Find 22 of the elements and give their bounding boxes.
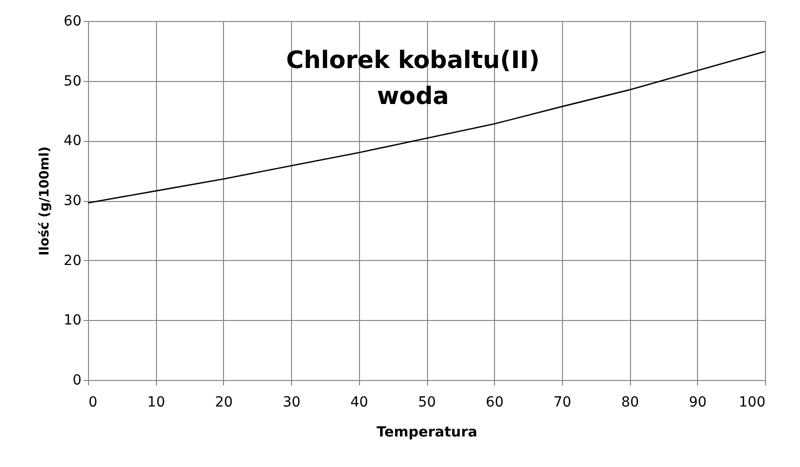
y-axis-title: Ilość (g/100ml)	[38, 146, 53, 256]
y-tick-label: 40	[64, 133, 82, 150]
x-tick-label: 100	[738, 394, 766, 410]
x-tick-label: 40	[350, 394, 368, 410]
y-tick-label: 20	[64, 252, 82, 269]
y-tick-label: 60	[64, 14, 82, 30]
y-tick-label: 30	[64, 193, 82, 209]
x-tick-label: 90	[688, 394, 707, 410]
x-tick-label: 30	[282, 394, 301, 410]
line-series	[87, 50, 766, 204]
x-tick-label: 20	[214, 394, 233, 410]
x-tick-label: 70	[553, 394, 572, 410]
x-tick-label: 10	[147, 394, 166, 410]
text: Chlorek kobaltu(II) woda	[286, 46, 540, 110]
y-tick-label: 50	[64, 73, 82, 90]
x-axis-title: Temperatura	[376, 424, 478, 440]
x-tick-label: 80	[621, 394, 640, 410]
y-tick-label: 10	[64, 312, 82, 329]
x-tick-label: 50	[418, 394, 436, 410]
x-tick-label: 0	[88, 394, 98, 410]
x-tick-label: 60	[486, 394, 504, 410]
y-tick-label: 0	[72, 372, 82, 388]
